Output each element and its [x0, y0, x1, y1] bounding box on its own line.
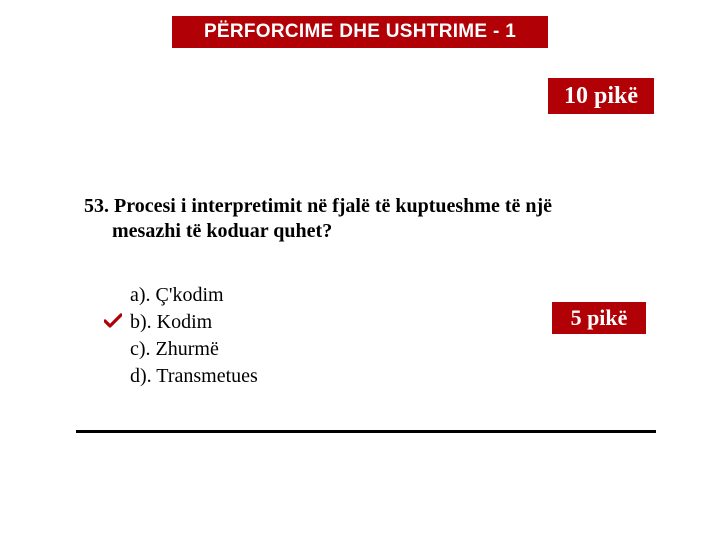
options-list: a). Ç'kodim b). Kodim c). Zhurmë d). Tra… — [130, 282, 258, 390]
option-d: d). Transmetues — [130, 363, 258, 390]
option-c: c). Zhurmë — [130, 336, 258, 363]
question-line2: mesazhi të koduar quhet? — [112, 219, 644, 244]
option-b-label: b). Kodim — [130, 311, 212, 333]
points-badge-5-label: 5 pikë — [571, 305, 628, 331]
points-badge-10: 10 pikë — [548, 78, 654, 114]
option-b: b). Kodim — [130, 309, 258, 336]
question-block: 53. Procesi i interpretimit në fjalë të … — [84, 194, 644, 244]
header-title: PËRFORCIME DHE USHTRIME - 1 — [204, 21, 516, 43]
checkmark-icon — [104, 313, 122, 329]
bottom-rule — [76, 430, 656, 433]
points-badge-5: 5 pikë — [552, 302, 646, 334]
header-banner: PËRFORCIME DHE USHTRIME - 1 — [172, 16, 548, 48]
question-number: 53. — [84, 195, 109, 217]
question-line1: Procesi i interpretimit në fjalë të kupt… — [114, 195, 552, 217]
option-d-label: d). Transmetues — [130, 365, 258, 387]
option-c-label: c). Zhurmë — [130, 338, 219, 360]
points-badge-10-label: 10 pikë — [564, 83, 638, 110]
option-a-label: a). Ç'kodim — [130, 284, 224, 306]
option-a: a). Ç'kodim — [130, 282, 258, 309]
